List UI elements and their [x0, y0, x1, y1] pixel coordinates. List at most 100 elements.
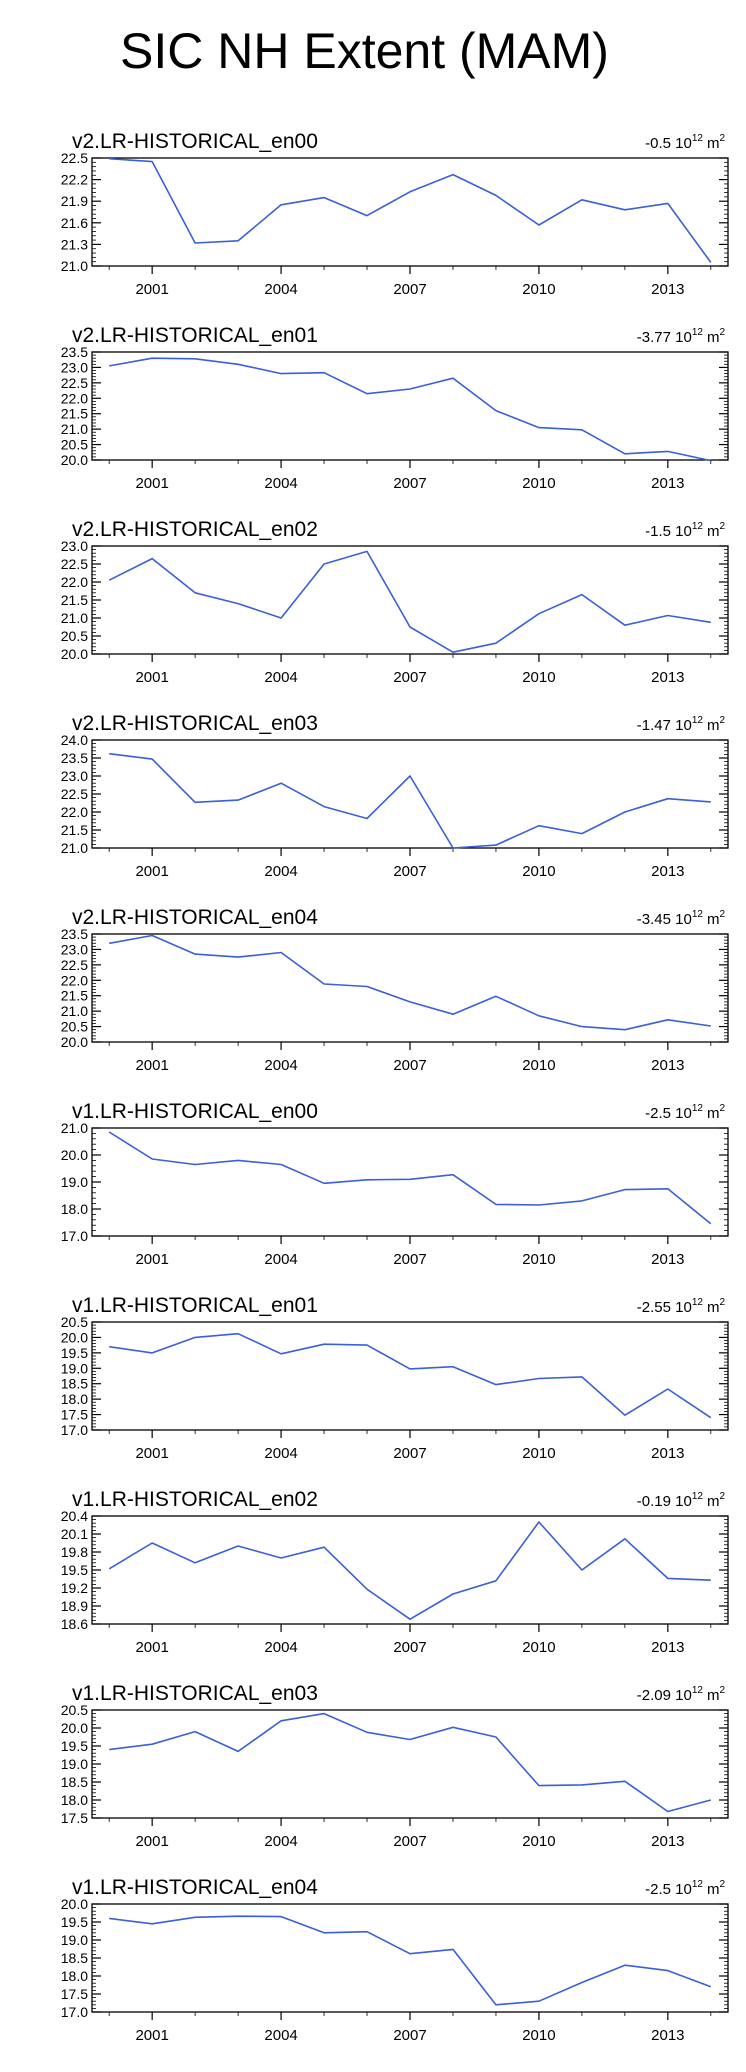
plot-frame [91, 351, 729, 461]
x-tick-label: 2004 [264, 1251, 297, 1268]
x-tick-label: 2010 [522, 475, 555, 492]
y-tick-label: 19.5 [61, 1562, 88, 1578]
y-tick-label: 18.0 [61, 1201, 88, 1217]
x-tick-label: 2004 [264, 863, 297, 880]
trend-label: -0.5 1012 m2 [645, 133, 725, 152]
plot-frame [91, 1321, 729, 1431]
x-tick-label: 2001 [135, 2027, 168, 2044]
plot-frame [91, 1515, 729, 1625]
x-tick-label: 2013 [651, 863, 684, 880]
trend-label: -2.55 1012 m2 [637, 1297, 726, 1316]
y-tick-label: 21.0 [61, 421, 88, 437]
trend-unit-exponent: 2 [719, 1103, 725, 1114]
chart-panel-8: v1.LR-HISTORICAL_en03 -2.09 1012 m2 17.5 18.… [61, 1682, 729, 1850]
plot-frame [91, 1903, 729, 2013]
plot-frame [91, 157, 729, 267]
chart-panel-9: v1.LR-HISTORICAL_en04 -2.5 1012 m2 17.0 17.5… [61, 1876, 729, 2044]
trend-exponent: 12 [692, 1297, 704, 1308]
y-tick-label: 19.2 [61, 1580, 88, 1596]
y-tick-label: 20.0 [61, 452, 88, 468]
x-tick-label: 2001 [135, 475, 168, 492]
x-tick-label: 2001 [135, 1251, 168, 1268]
trend-value: -1.47 10 [637, 717, 692, 734]
y-tick-label: 21.5 [61, 822, 88, 838]
panel-title: v2.LR-HISTORICAL_en01 [72, 324, 318, 347]
y-tick-label: 19.0 [61, 1360, 88, 1376]
x-tick-label: 2013 [651, 281, 684, 298]
trend-unit-exponent: 2 [719, 1297, 725, 1308]
y-tick-label: 17.0 [61, 2004, 88, 2020]
x-tick-label: 2001 [135, 1833, 168, 1850]
y-tick-label: 24.0 [61, 732, 88, 748]
trend-unit: m [707, 1299, 720, 1316]
trend-exponent: 12 [692, 909, 704, 920]
y-tick-label: 20.5 [61, 628, 88, 644]
x-tick-label: 2013 [651, 2027, 684, 2044]
trend-exponent: 12 [692, 1491, 704, 1502]
trend-label: -1.5 1012 m2 [645, 521, 725, 540]
x-tick-label: 2007 [393, 1445, 426, 1462]
y-tick-label: 20.0 [61, 1720, 88, 1736]
trend-exponent: 12 [692, 133, 704, 144]
y-tick-label: 18.6 [61, 1616, 88, 1632]
y-tick-label: 22.0 [61, 574, 88, 590]
x-tick-label: 2010 [522, 669, 555, 686]
y-tick-label: 22.0 [61, 972, 88, 988]
x-tick-label: 2004 [264, 475, 297, 492]
trend-label: -2.5 1012 m2 [645, 1103, 725, 1122]
panel-title: v1.LR-HISTORICAL_en01 [72, 1294, 318, 1317]
trend-label: -3.45 1012 m2 [637, 909, 726, 928]
panel-title: v1.LR-HISTORICAL_en02 [72, 1488, 318, 1511]
y-tick-label: 18.5 [61, 1774, 88, 1790]
y-tick-label: 23.5 [61, 344, 88, 360]
chart-panel-1: v2.LR-HISTORICAL_en01 -3.77 1012 m2 20.020.… [61, 324, 729, 492]
x-tick-label: 2010 [522, 2027, 555, 2044]
trend-unit: m [707, 911, 720, 928]
y-tick-label: 18.5 [61, 1950, 88, 1966]
y-tick-label: 17.5 [61, 1810, 88, 1826]
y-tick-label: 20.5 [61, 437, 88, 453]
y-tick-label: 21.3 [61, 236, 88, 252]
x-tick-label: 2001 [135, 1639, 168, 1656]
trend-exponent: 12 [692, 715, 704, 726]
x-tick-label: 2007 [393, 1639, 426, 1656]
y-tick-label: 22.5 [61, 556, 88, 572]
y-tick-label: 18.0 [61, 1391, 88, 1407]
trend-unit: m [707, 523, 720, 540]
x-tick-label: 2001 [135, 1445, 168, 1462]
x-tick-label: 2007 [393, 863, 426, 880]
y-tick-label: 21.6 [61, 215, 88, 231]
y-tick-label: 21.9 [61, 193, 88, 209]
chart-panel-4: v2.LR-HISTORICAL_en04 -3.45 1012 m2 20.020.… [61, 906, 729, 1074]
x-tick-label: 2004 [264, 669, 297, 686]
panel-title: v1.LR-HISTORICAL_en03 [72, 1682, 318, 1705]
chart-panel-0: v2.LR-HISTORICAL_en00 -0.5 1012 m2 21.0 21.3… [61, 130, 729, 298]
trend-value: -1.5 10 [645, 523, 692, 540]
y-tick-label: 20.4 [61, 1508, 88, 1524]
y-tick-label: 21.0 [61, 1120, 88, 1136]
x-tick-label: 2007 [393, 281, 426, 298]
y-tick-label: 20.5 [61, 1019, 88, 1035]
trend-value: -0.19 10 [637, 1493, 692, 1510]
chart-panel-7: v1.LR-HISTORICAL_en02 -0.19 1012 m2 18.6 18.… [61, 1488, 729, 1656]
trend-exponent: 12 [692, 521, 704, 532]
series-line [108, 1131, 712, 1225]
series-line [109, 752, 711, 849]
trend-unit-exponent: 2 [719, 1491, 725, 1502]
trend-unit-exponent: 2 [719, 1879, 725, 1890]
x-tick-label: 2007 [393, 475, 426, 492]
trend-unit-exponent: 2 [719, 521, 725, 532]
series-line [109, 357, 711, 462]
x-tick-label: 2007 [393, 1057, 426, 1074]
y-tick-label: 19.0 [61, 1174, 88, 1190]
trend-unit: m [707, 1493, 720, 1510]
x-tick-label: 2013 [651, 1057, 684, 1074]
y-tick-label: 20.5 [61, 1702, 88, 1718]
series-line [108, 550, 711, 654]
trend-unit: m [707, 1687, 720, 1704]
trend-value: -2.55 10 [637, 1299, 692, 1316]
x-tick-label: 2004 [264, 1639, 297, 1656]
y-tick-label: 18.0 [61, 1792, 88, 1808]
y-tick-label: 19.5 [61, 1345, 88, 1361]
